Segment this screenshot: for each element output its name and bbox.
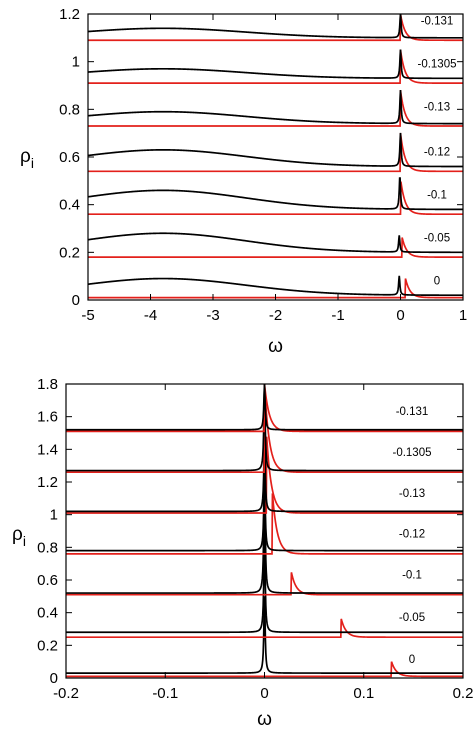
x-tick-label: 0.1	[353, 685, 374, 702]
y-tick-label: 0.6	[59, 149, 80, 166]
series-line-red--0.13	[88, 90, 463, 127]
y-tick-label: 1.4	[37, 441, 58, 458]
series-annotation: -0.131	[396, 406, 429, 418]
series-line-red--0.1	[88, 181, 463, 216]
series-curves	[88, 14, 463, 299]
series-line-black--0.1305	[66, 384, 463, 472]
x-tick-label: -5	[81, 307, 94, 324]
y-tick-label: 0	[50, 670, 58, 687]
y-tick-label: 0.2	[37, 637, 58, 654]
series-annotation: -0.12	[424, 147, 450, 159]
series-annotation: -0.12	[399, 529, 425, 541]
series-line-black-0	[66, 596, 463, 674]
series-annotation: -0.13	[424, 101, 450, 113]
series-line-red--0.1305	[66, 384, 463, 474]
x-tick-label: -0.1	[152, 685, 178, 702]
series-line-red--0.131	[66, 384, 463, 433]
y-tick-label: 0.4	[37, 605, 58, 622]
y-axis-title: ρi	[20, 146, 34, 171]
x-tick-label: 0	[396, 307, 404, 324]
y-tick-label: 1	[72, 54, 80, 71]
x-tick-label: -3	[206, 307, 219, 324]
x-tick-label: -1	[331, 307, 344, 324]
y-tick-label: 0	[72, 292, 80, 309]
y-axis-title: ρi	[12, 524, 26, 549]
x-tick-label: -4	[144, 307, 157, 324]
bottom-panel: -0.2 -0.1 0 0.1 0.2 0 0.2 0.4 0.6 0.8 1 1.2 1.4 1.6 1.…	[12, 376, 473, 730]
series-line-red--0.05	[66, 618, 463, 639]
series-line-black--0.1	[88, 177, 463, 211]
x-tick-label: 1	[459, 307, 467, 324]
y-tick-label: 1.2	[59, 6, 80, 23]
y-tick-label: 0.4	[59, 197, 80, 214]
y-axis-title-subscript: i	[31, 155, 34, 171]
x-tick-label: -2	[269, 307, 282, 324]
x-axis-title: ω	[268, 336, 283, 357]
series-line-black--0.05	[88, 232, 463, 254]
series-annotation: -0.1	[427, 189, 447, 201]
series-line-black--0.13	[88, 90, 463, 125]
series-annotation: -0.1305	[417, 58, 456, 70]
y-tick-label: 1.6	[37, 409, 58, 426]
y-tick-label: 0.8	[59, 101, 80, 118]
y-tick-label: 0.6	[37, 572, 58, 589]
series-annotation: -0.1	[402, 570, 422, 582]
series-line-black--0.131	[66, 384, 463, 431]
series-line-black-0	[88, 275, 463, 297]
series-annotation: -0.05	[399, 612, 425, 624]
series-line-red--0.13	[66, 436, 463, 514]
series-line-red--0.131	[88, 14, 463, 42]
y-axis-title-subscript: i	[23, 533, 26, 549]
series-line-black--0.1305	[88, 49, 463, 80]
series-line-red--0.1	[66, 572, 463, 596]
top-panel: -5 -4 -3 -2 -1 0 1 0 0.2 0.4 0.6 0.8 1 1.2 ω ρi 0 -0.05 -0…	[20, 6, 467, 357]
series-annotation: -0.131	[421, 15, 454, 27]
x-tick-label: 0.2	[453, 685, 474, 702]
series-line-black--0.12	[88, 132, 463, 168]
series-line-red--0.05	[88, 237, 463, 258]
y-tick-label: 0.8	[37, 539, 58, 556]
series-line-black--0.131	[88, 14, 463, 39]
series-annotation: -0.1305	[392, 447, 431, 459]
series-annotation: -0.05	[424, 232, 450, 244]
y-tick-label: 1.8	[37, 376, 58, 393]
x-tick-label: -0.2	[53, 685, 79, 702]
x-tick-label: 0	[260, 685, 268, 702]
series-line-red--0.12	[66, 493, 463, 555]
y-tick-label: 0.2	[59, 244, 80, 261]
y-tick-label: 1.2	[37, 474, 58, 491]
y-tick-label: 1	[50, 507, 58, 524]
series-annotation: -0.13	[399, 488, 425, 500]
series-annotation: 0	[409, 654, 415, 666]
series-annotation: 0	[434, 276, 440, 288]
x-axis-title: ω	[257, 709, 272, 730]
